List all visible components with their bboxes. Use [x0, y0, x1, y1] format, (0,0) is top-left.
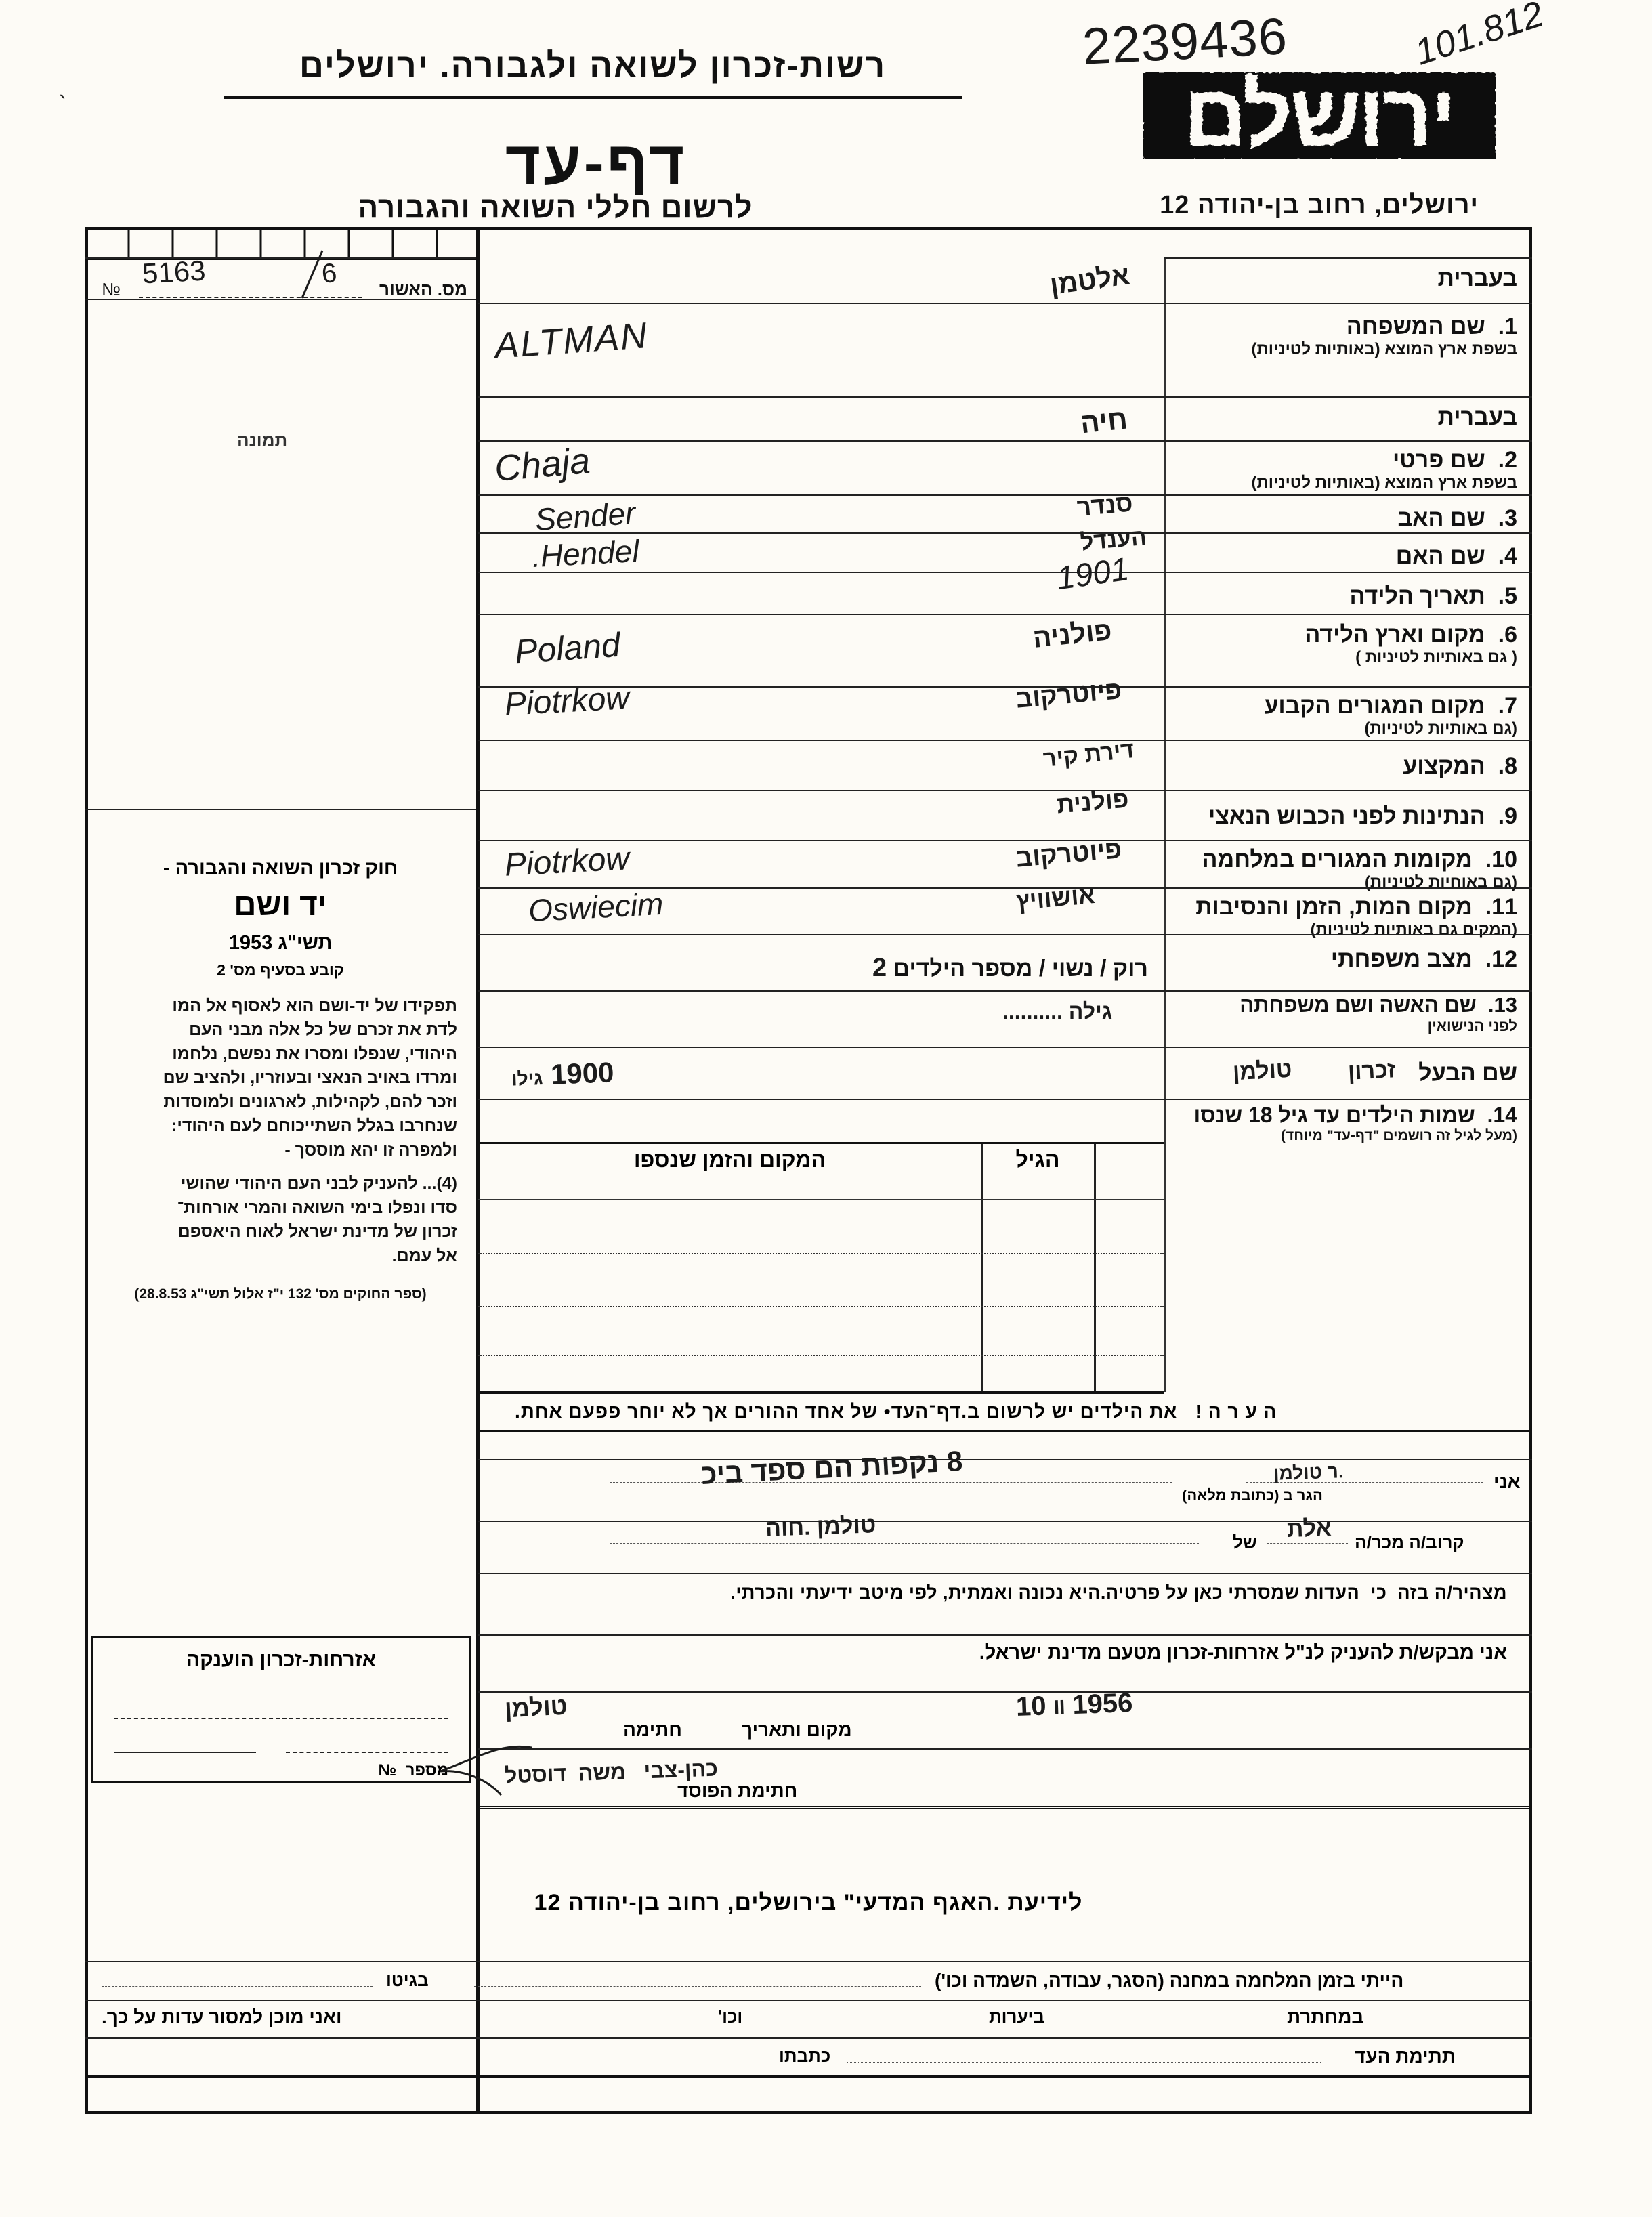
svg-text:ירושלם: ירושלם [1183, 72, 1454, 159]
